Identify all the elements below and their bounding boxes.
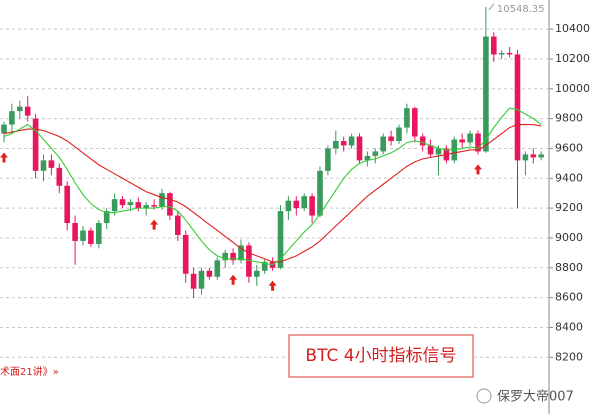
y-tick-label: 8800 [555, 261, 583, 274]
watermark-icon [476, 388, 492, 404]
candle-body [491, 36, 497, 55]
candle-body [459, 139, 465, 143]
candle-body [111, 199, 118, 212]
candle-body [198, 270, 205, 289]
candle-body [404, 108, 410, 128]
high-label: 10548.35 [497, 4, 545, 15]
moving-average [3, 107, 542, 266]
candle-body [206, 270, 213, 277]
candle-body [175, 215, 181, 235]
candle-body [530, 154, 537, 158]
box-text: BTC 4小时指标信号 [305, 346, 456, 366]
high-flag [488, 3, 495, 11]
candle-body [56, 167, 63, 186]
candle-body [317, 170, 323, 216]
y-tick-label: 9000 [555, 231, 583, 244]
candle-body [40, 160, 47, 171]
signal-box [288, 334, 474, 378]
signal-arrow [150, 219, 159, 230]
candle-body [143, 205, 149, 209]
signal-arrow [268, 280, 277, 291]
candle-body [159, 193, 165, 207]
moving-average [3, 124, 542, 263]
candle-body [222, 252, 228, 261]
candle-body [419, 136, 426, 146]
y-tick-label: 9200 [555, 201, 583, 214]
candle-body [80, 230, 86, 241]
corner-text: 术面21讲》» [0, 365, 59, 378]
candle-body [301, 196, 307, 209]
candle-body [475, 133, 481, 152]
candle-body [48, 160, 55, 168]
candle-body [498, 52, 505, 55]
candle-body [17, 106, 23, 112]
candle-body [151, 205, 157, 207]
candle-body [88, 230, 94, 244]
candle-body [277, 211, 284, 268]
candle-body [246, 245, 252, 277]
candle-body [127, 202, 134, 206]
candle-body [514, 54, 521, 161]
y-tick-label: 10400 [555, 22, 590, 35]
candle-body [32, 118, 39, 171]
candle-body [325, 148, 331, 171]
candle-body [182, 234, 189, 274]
candle-body [506, 52, 513, 55]
candle-body [103, 211, 110, 224]
y-tick-label: 9400 [555, 171, 583, 184]
candle-body [364, 155, 371, 161]
candle-body [9, 111, 15, 125]
candle-body [483, 36, 489, 152]
candle-body [1, 124, 7, 134]
candle-body [522, 154, 529, 161]
candle-body [230, 252, 236, 261]
candle-body [293, 200, 300, 209]
candle-body [135, 202, 142, 209]
y-tick-label: 9800 [555, 112, 583, 125]
candle-body [309, 196, 315, 216]
candle-body [412, 108, 418, 137]
y-tick-label: 8200 [555, 350, 583, 363]
candle-body [372, 151, 379, 156]
candle-body [285, 200, 292, 212]
y-tick-label: 10200 [555, 52, 590, 65]
y-tick-label: 9600 [555, 141, 583, 154]
candle-body [24, 106, 31, 116]
candle-body [467, 133, 473, 143]
candle-body [167, 193, 173, 216]
candle-body [261, 261, 268, 271]
signal-arrow [229, 274, 238, 285]
y-tick-label: 8600 [555, 291, 583, 304]
candle-body [214, 260, 221, 277]
signal-arrow [474, 164, 482, 175]
y-tick-label: 10000 [555, 82, 590, 95]
candle-body [64, 185, 70, 224]
candle-body [254, 270, 260, 277]
watermark: 保罗大帝007 [497, 389, 574, 405]
candle-body [356, 136, 363, 161]
candle-body [380, 136, 386, 152]
candle-body [396, 127, 402, 141]
candle-body [388, 136, 394, 141]
candle-body [190, 273, 197, 289]
candle-body [333, 140, 339, 149]
candle-body [435, 148, 442, 155]
signal-arrow [0, 152, 8, 163]
candle-body [340, 140, 347, 146]
candle-body [119, 199, 126, 206]
candle-body [348, 136, 355, 146]
candle-body [96, 223, 102, 244]
y-tick-label: 8400 [555, 320, 583, 333]
candle-body [427, 145, 434, 155]
candle-body [72, 223, 78, 241]
candle-body [538, 154, 544, 158]
candle-body [238, 245, 244, 261]
